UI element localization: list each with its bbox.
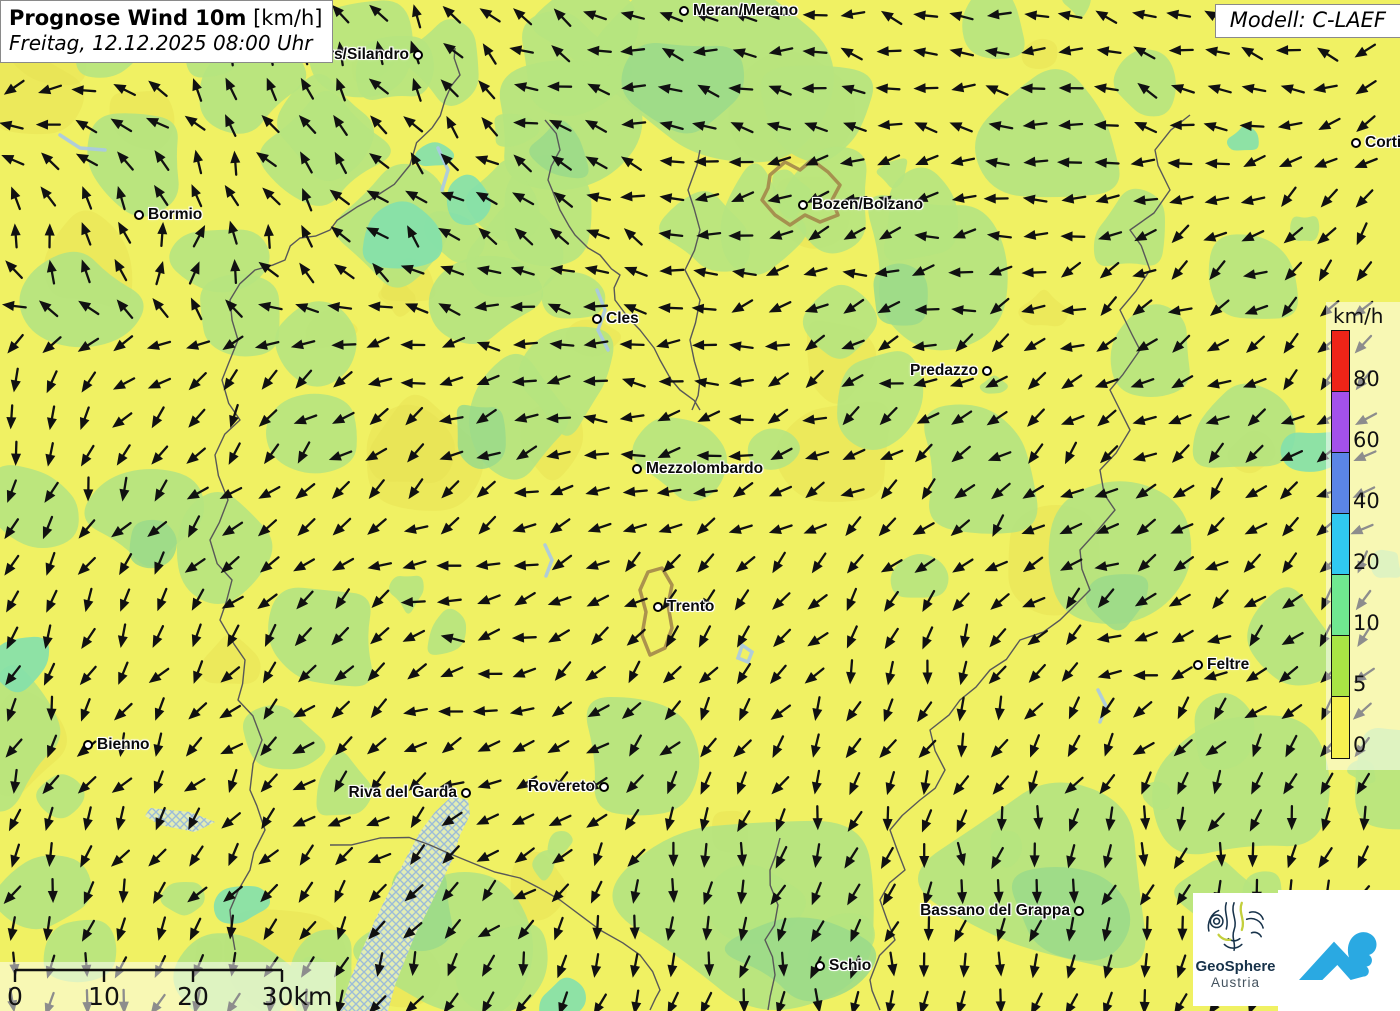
geosphere-austria-logo: GeoSphere Austria — [1193, 893, 1278, 1006]
legend-tick-label: 80 — [1353, 367, 1380, 391]
geosphere-wordmark: GeoSphere — [1195, 958, 1276, 975]
forecast-title: Prognose Wind 10m — [9, 6, 247, 30]
scale-label: 30km — [261, 982, 333, 1011]
legend-color-cell — [1332, 453, 1349, 514]
forecast-datetime: Freitag, 12.12.2025 08:00 Uhr — [9, 31, 313, 56]
legend-color-cell — [1332, 392, 1349, 453]
partner-logo — [1278, 890, 1400, 1011]
legend-tick-label: 20 — [1353, 550, 1380, 574]
legend-color-bar — [1331, 330, 1350, 759]
contour-lines-icon — [1207, 901, 1264, 952]
legend-tick-label: 0 — [1353, 733, 1367, 757]
legend-tick-label: 5 — [1353, 672, 1367, 696]
scale-bar-ruler — [13, 968, 284, 982]
legend-color-cell — [1332, 575, 1349, 636]
scale-label: 0 — [7, 982, 23, 1011]
legend-unit-label: km/h — [1333, 304, 1384, 328]
forecast-unit: [km/h] — [253, 6, 323, 30]
model-label-box: Modell: C-LAEF — [1214, 4, 1400, 38]
legend-color-cell — [1332, 697, 1349, 758]
forecast-title-line: Prognose Wind 10m [km/h] — [9, 5, 322, 31]
legend-tick-label: 40 — [1353, 489, 1380, 513]
legend-color-cell — [1332, 514, 1349, 575]
forecast-title-box: Prognose Wind 10m [km/h] Freitag, 12.12.… — [0, 0, 334, 64]
legend-tick-label: 60 — [1353, 428, 1380, 452]
legend-color-cell — [1332, 331, 1349, 392]
legend-tick-label: 10 — [1353, 611, 1380, 635]
model-name: Modell: C-LAEF — [1229, 8, 1386, 32]
scale-label: 10 — [88, 982, 120, 1011]
blue-mountain-wave-icon — [1299, 932, 1377, 980]
wind-speed-legend: km/h 80 60 40 20 10 5 0 — [1326, 302, 1400, 770]
legend-color-cell — [1332, 636, 1349, 697]
geosphere-country: Austria — [1210, 975, 1261, 990]
map-scale-bar: 0 10 20 30km — [0, 962, 336, 1011]
scale-label: 20 — [177, 982, 209, 1011]
